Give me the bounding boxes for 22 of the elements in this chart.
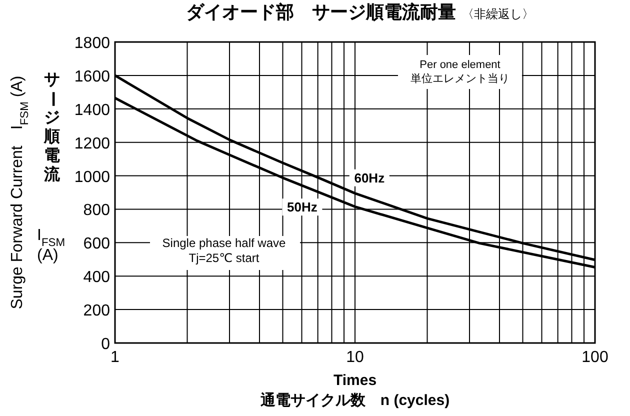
- y-tick-label: 1800: [74, 35, 110, 52]
- annotation: Single phase half wave Tj=25℃ start: [162, 236, 286, 265]
- chart-subtitle: 〈非繰返し〉: [462, 7, 534, 21]
- y-tick-label: 1000: [74, 168, 110, 186]
- y-tick-label: 600: [83, 236, 110, 253]
- y-tick-label: 1400: [74, 102, 110, 119]
- y-tick-label: 800: [83, 202, 110, 220]
- y-tick-label: 400: [83, 269, 110, 286]
- x-axis-title: Times 通電サイクル数 n (cycles): [259, 372, 450, 409]
- x-tick-label: 10: [346, 349, 364, 366]
- text: サージ順電流: [43, 72, 61, 184]
- y-tick-label: 1600: [74, 68, 110, 86]
- series-label: 50Hz: [287, 200, 318, 215]
- annotation: Per one element 単位エレメント当り: [410, 59, 510, 85]
- series-label: 60Hz: [354, 170, 386, 186]
- y-tick-label: 1200: [74, 135, 110, 152]
- text: I$_{FSM}$ (A): [37, 227, 66, 264]
- chart-title: ダイオード部 サージ順電流耐量: [186, 2, 456, 22]
- y-tick-label: 200: [83, 302, 110, 320]
- x-tick-label: 1: [110, 349, 120, 366]
- x-tick-label: 100: [582, 349, 608, 366]
- y-tick-label: 0: [101, 336, 110, 353]
